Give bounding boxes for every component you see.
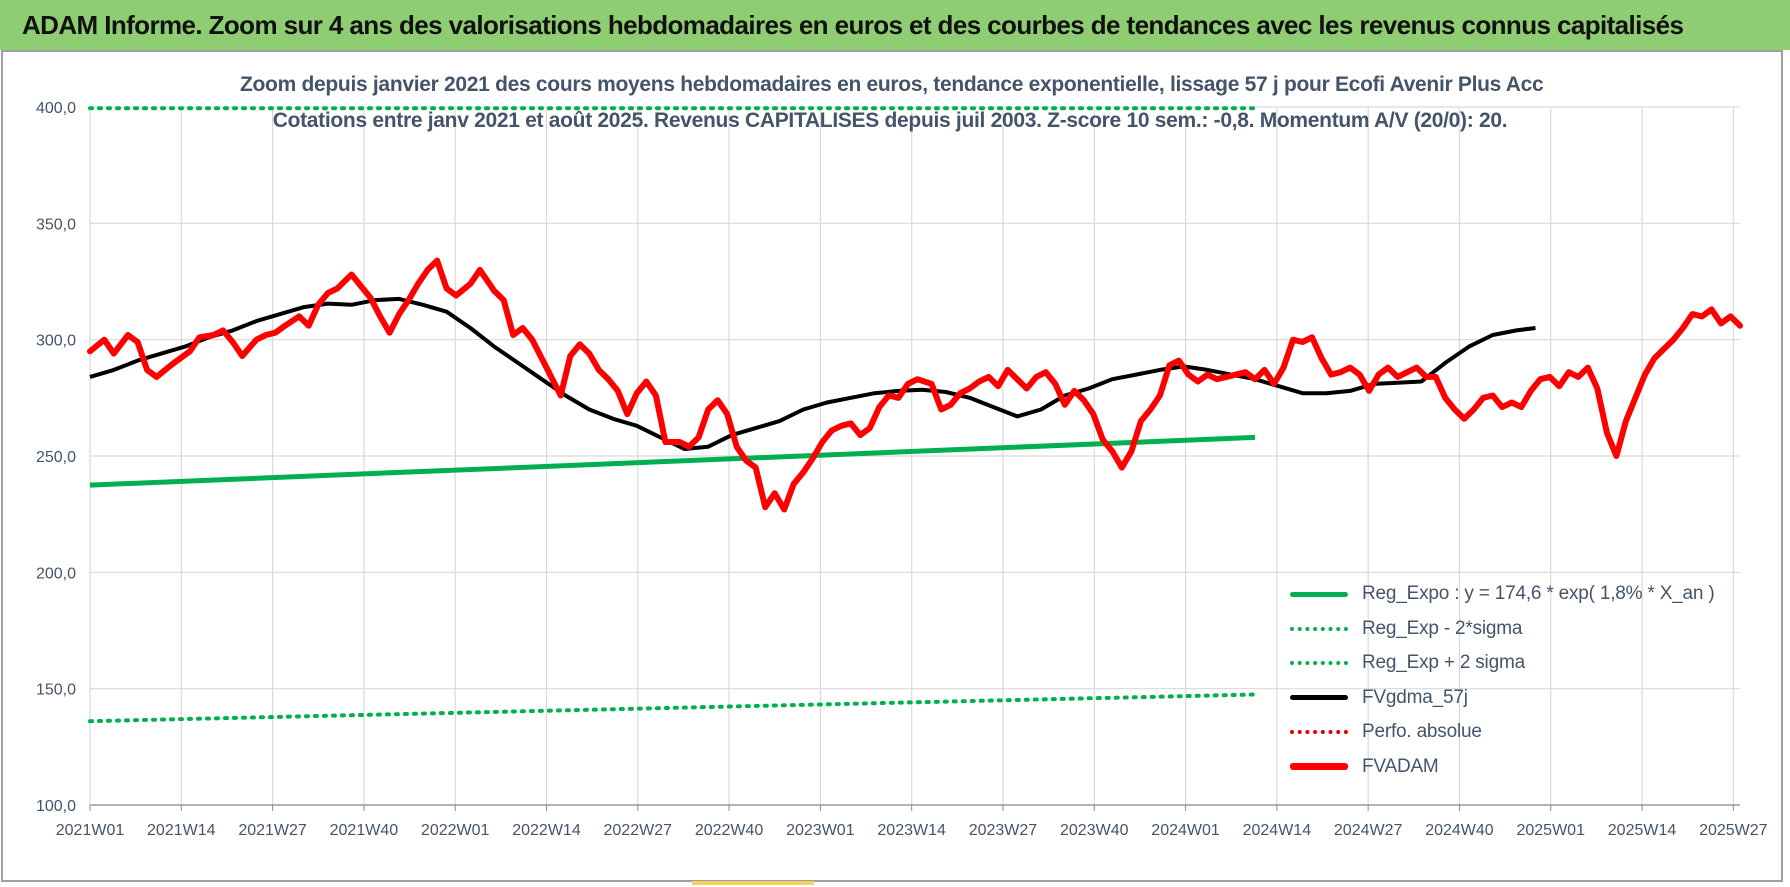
x-tick-label: 2022W01 xyxy=(421,822,490,839)
series-line-1 xyxy=(88,692,1257,724)
chart-title: Zoom depuis janvier 2021 des cours moyen… xyxy=(240,73,1544,96)
y-tick-label: 150,0 xyxy=(36,682,76,699)
legend-item: Reg_Expo : y = 174,6 * exp( 1,8% * X_an … xyxy=(1290,577,1730,612)
x-tick-label: 2024W40 xyxy=(1425,822,1494,839)
legend-item: FVgdma_57j xyxy=(1290,681,1730,716)
legend-swatch xyxy=(1290,691,1348,705)
x-tick-label: 2024W14 xyxy=(1243,822,1312,839)
y-tick-label: 400,0 xyxy=(36,100,76,117)
legend-label: Reg_Expo : y = 174,6 * exp( 1,8% * X_an … xyxy=(1362,583,1715,605)
legend-label: Perfo. absolue xyxy=(1362,721,1482,743)
bottom-accent-bar xyxy=(692,881,814,885)
chart-frame xyxy=(1,50,1783,882)
legend-label: Reg_Exp + 2 sigma xyxy=(1362,652,1525,674)
series-line-0 xyxy=(89,434,1256,488)
legend-label: FVgdma_57j xyxy=(1362,686,1468,708)
series-line-3 xyxy=(89,296,1536,451)
legend-item: FVADAM xyxy=(1290,750,1730,785)
legend-item: Reg_Exp - 2*sigma xyxy=(1290,612,1730,647)
y-tick-label: 200,0 xyxy=(36,565,76,582)
legend-item: Perfo. absolue xyxy=(1290,715,1730,750)
legend-swatch xyxy=(1290,760,1348,774)
x-tick-label: 2022W27 xyxy=(604,822,673,839)
x-tick-label: 2022W40 xyxy=(695,822,764,839)
x-tick-label: 2024W27 xyxy=(1334,822,1403,839)
y-tick-label: 250,0 xyxy=(36,449,76,466)
y-tick-label: 300,0 xyxy=(36,333,76,350)
x-tick-label: 2021W27 xyxy=(238,822,307,839)
x-tick-label: 2023W01 xyxy=(786,822,855,839)
legend-swatch xyxy=(1290,587,1348,601)
legend-swatch xyxy=(1290,622,1348,636)
y-tick-label: 100,0 xyxy=(36,798,76,815)
chart-subtitle: Cotations entre janv 2021 et août 2025. … xyxy=(272,109,1508,132)
x-tick-label: 2021W40 xyxy=(330,822,399,839)
x-tick-label: 2025W01 xyxy=(1516,822,1585,839)
x-tick-label: 2022W14 xyxy=(512,822,581,839)
legend-label: FVADAM xyxy=(1362,755,1439,777)
x-tick-label: 2025W27 xyxy=(1699,822,1768,839)
x-tick-label: 2021W01 xyxy=(56,822,125,839)
chart-legend: Reg_Expo : y = 174,6 * exp( 1,8% * X_an … xyxy=(1290,577,1730,784)
legend-swatch xyxy=(1290,725,1348,739)
legend-swatch xyxy=(1290,656,1348,670)
legend-item: Reg_Exp + 2 sigma xyxy=(1290,646,1730,681)
x-tick-label: 2023W40 xyxy=(1060,822,1129,839)
series-line-5 xyxy=(87,257,1743,513)
x-tick-label: 2024W01 xyxy=(1151,822,1220,839)
x-tick-label: 2021W14 xyxy=(147,822,216,839)
report-banner-title: ADAM Informe. Zoom sur 4 ans des valoris… xyxy=(0,0,1790,50)
x-tick-label: 2023W14 xyxy=(877,822,946,839)
y-tick-label: 350,0 xyxy=(36,216,76,233)
x-tick-label: 2023W27 xyxy=(969,822,1038,839)
legend-label: Reg_Exp - 2*sigma xyxy=(1362,617,1523,639)
x-tick-label: 2025W14 xyxy=(1608,822,1677,839)
